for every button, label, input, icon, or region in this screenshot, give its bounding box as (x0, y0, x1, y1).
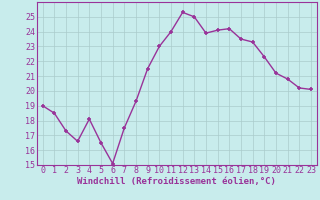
X-axis label: Windchill (Refroidissement éolien,°C): Windchill (Refroidissement éolien,°C) (77, 177, 276, 186)
